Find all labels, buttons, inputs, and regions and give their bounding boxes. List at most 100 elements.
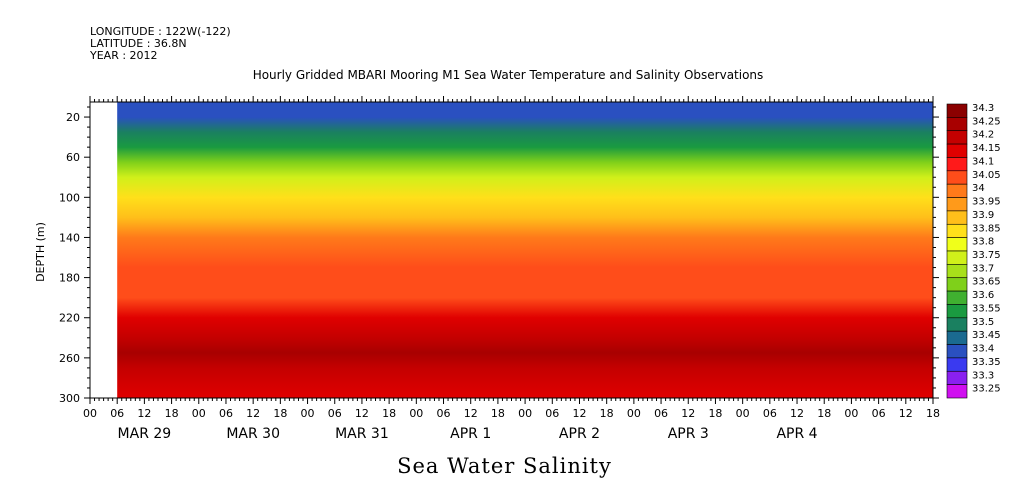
salinity-field xyxy=(117,102,934,398)
x-hour-label: 12 xyxy=(355,407,369,420)
colorbar-label: 33.4 xyxy=(972,344,994,355)
colorbar-swatch xyxy=(946,357,968,372)
colorbar-label: 33.7 xyxy=(972,263,994,274)
x-hour-label: 06 xyxy=(654,407,668,420)
x-hour-label: 06 xyxy=(763,407,777,420)
colorbar-label: 33.3 xyxy=(972,370,994,381)
colorbar-label: 33.6 xyxy=(972,290,994,301)
x-day-label: APR 3 xyxy=(668,426,709,442)
y-tick-label: 300 xyxy=(59,392,80,405)
x-hour-label: 12 xyxy=(790,407,804,420)
x-hour-label: 00 xyxy=(192,407,206,420)
x-hour-label: 12 xyxy=(681,407,695,420)
colorbar-label: 33.95 xyxy=(972,197,1001,208)
y-tick-label: 20 xyxy=(66,111,80,124)
y-tick-label: 260 xyxy=(59,352,80,365)
longitude-label: LONGITUDE : 122W(-122) xyxy=(90,25,231,38)
colorbar-swatch xyxy=(946,197,968,212)
colorbar-label: 33.25 xyxy=(972,384,1001,395)
x-hour-label: 06 xyxy=(872,407,886,420)
colorbar-swatch xyxy=(946,183,968,198)
y-tick-label: 140 xyxy=(59,231,80,244)
colorbar-swatch xyxy=(946,250,968,265)
x-day-label: MAR 30 xyxy=(226,426,280,442)
colorbar-swatch xyxy=(946,210,968,225)
x-hour-label: 12 xyxy=(899,407,913,420)
x-axis-label: Sea Water Salinity xyxy=(397,454,612,478)
x-hour-label: 00 xyxy=(301,407,315,420)
x-day-label: APR 2 xyxy=(559,426,600,442)
x-hour-label: 12 xyxy=(246,407,260,420)
colorbar-swatch xyxy=(946,143,968,158)
x-hour-label: 06 xyxy=(219,407,233,420)
x-day-label: MAR 31 xyxy=(335,426,389,442)
colorbar-swatch xyxy=(946,344,968,359)
x-hour-label: 00 xyxy=(736,407,750,420)
colorbar-swatch xyxy=(946,384,968,399)
x-hour-label: 06 xyxy=(545,407,559,420)
colorbar-swatch xyxy=(946,237,968,252)
colorbar-swatch xyxy=(946,170,968,185)
colorbar-swatch xyxy=(946,103,968,118)
x-hour-label: 18 xyxy=(817,407,831,420)
colorbar-swatch xyxy=(946,157,968,172)
colorbar-label: 33.45 xyxy=(972,330,1001,341)
colorbar-label: 34.3 xyxy=(972,103,994,114)
x-hour-label: 12 xyxy=(137,407,151,420)
colorbar-label: 33.35 xyxy=(972,357,1001,368)
colorbar-label: 34.25 xyxy=(972,116,1001,127)
x-hour-label: 18 xyxy=(708,407,722,420)
latitude-label: LATITUDE : 36.8N xyxy=(90,37,187,50)
x-hour-label: 18 xyxy=(600,407,614,420)
y-tick-label: 180 xyxy=(59,272,80,285)
colorbar-swatch xyxy=(946,304,968,319)
x-hour-label: 06 xyxy=(437,407,451,420)
colorbar-swatch xyxy=(946,223,968,238)
colorbar-label: 33.5 xyxy=(972,317,994,328)
x-hour-label: 00 xyxy=(409,407,423,420)
colorbar-label: 33.55 xyxy=(972,303,1001,314)
x-hour-label: 18 xyxy=(382,407,396,420)
x-hour-label: 18 xyxy=(273,407,287,420)
colorbar-swatch xyxy=(946,117,968,132)
x-hour-label: 00 xyxy=(518,407,532,420)
y-tick-label: 100 xyxy=(59,191,80,204)
y-tick-label: 60 xyxy=(66,151,80,164)
colorbar-label: 33.65 xyxy=(972,277,1001,288)
colorbar-swatch xyxy=(946,317,968,332)
colorbar-swatch xyxy=(946,130,968,145)
x-hour-label: 18 xyxy=(165,407,179,420)
x-hour-label: 18 xyxy=(491,407,505,420)
x-hour-label: 12 xyxy=(572,407,586,420)
x-hour-label: 00 xyxy=(844,407,858,420)
colorbar-label: 34.2 xyxy=(972,130,994,141)
colorbar-swatch xyxy=(946,290,968,305)
colorbar-label: 33.85 xyxy=(972,223,1001,234)
colorbar-swatch xyxy=(946,277,968,292)
colorbar-label: 33.75 xyxy=(972,250,1001,261)
x-day-label: APR 4 xyxy=(776,426,817,442)
x-hour-label: 00 xyxy=(627,407,641,420)
colorbar-swatch xyxy=(946,330,968,345)
x-hour-label: 00 xyxy=(83,407,97,420)
colorbar-swatch xyxy=(946,264,968,279)
x-day-label: APR 1 xyxy=(450,426,491,442)
y-tick-label: 220 xyxy=(59,312,80,325)
colorbar-label: 34.05 xyxy=(972,170,1001,181)
colorbar-label: 34 xyxy=(972,183,985,194)
no-data-region xyxy=(90,102,118,398)
colorbar-swatch xyxy=(946,370,968,385)
colorbar-label: 33.8 xyxy=(972,237,994,248)
year-label: YEAR : 2012 xyxy=(90,49,158,62)
x-hour-label: 06 xyxy=(328,407,342,420)
y-axis-label: DEPTH (m) xyxy=(34,222,47,282)
colorbar-label: 34.1 xyxy=(972,156,994,167)
x-hour-label: 18 xyxy=(926,407,940,420)
chart-title: Hourly Gridded MBARI Mooring M1 Sea Wate… xyxy=(252,68,764,82)
x-hour-label: 06 xyxy=(110,407,124,420)
colorbar-label: 34.15 xyxy=(972,143,1001,154)
x-hour-label: 12 xyxy=(464,407,478,420)
x-day-label: MAR 29 xyxy=(118,426,172,442)
colorbar-label: 33.9 xyxy=(972,210,994,221)
